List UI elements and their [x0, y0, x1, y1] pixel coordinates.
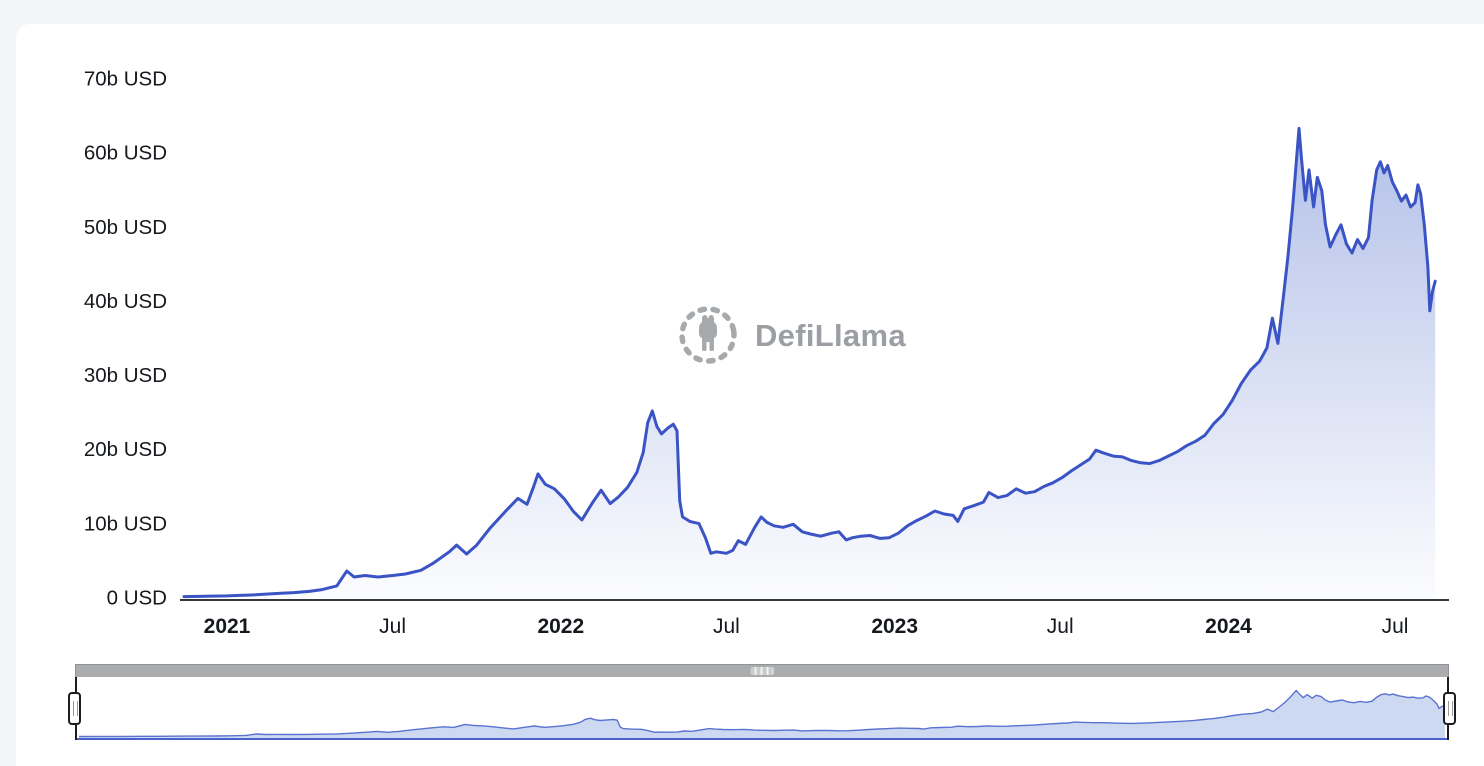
- y-tick-label: 40b USD: [84, 290, 167, 313]
- y-tick-label: 70b USD: [84, 68, 167, 91]
- navigator-mini-chart[interactable]: [76, 677, 1448, 738]
- y-tick-label: 50b USD: [84, 216, 167, 239]
- y-tick-label: 30b USD: [84, 364, 167, 387]
- x-tick-label: 2021: [204, 615, 251, 638]
- navigator-line: [78, 689, 1446, 738]
- tvl-area-chart[interactable]: 0 USD 10b USD 20b USD 30b USD 40b USD 50b USD…: [0, 0, 1484, 652]
- navigator-area-fill: [79, 690, 1445, 738]
- x-axis-labels: 2021 Jul 2022 Jul 2023 Jul 2024 Jul: [204, 615, 1409, 638]
- x-tick-label: Jul: [1382, 615, 1409, 638]
- y-tick-label: 20b USD: [84, 438, 167, 461]
- x-tick-label: 2023: [871, 615, 918, 638]
- x-tick-label: 2024: [1205, 615, 1252, 638]
- navigator-left-handle[interactable]: [68, 692, 81, 725]
- chart-line: [182, 126, 1437, 599]
- navigator-scrollbar-track[interactable]: [75, 664, 1449, 677]
- y-axis-labels: 0 USD 10b USD 20b USD 30b USD 40b USD 50b USD…: [84, 68, 167, 610]
- y-tick-label: 10b USD: [84, 512, 167, 535]
- x-tick-label: Jul: [713, 615, 740, 638]
- navigator-chart-area[interactable]: [75, 677, 1449, 740]
- chart-area-fill: [184, 128, 1436, 598]
- x-tick-label: 2022: [537, 615, 584, 638]
- navigator-scrollbar-grip[interactable]: [750, 667, 774, 675]
- y-tick-label: 0 USD: [107, 587, 167, 610]
- y-tick-label: 60b USD: [84, 142, 167, 165]
- x-tick-label: Jul: [379, 615, 406, 638]
- x-tick-label: Jul: [1047, 615, 1074, 638]
- navigator-right-handle[interactable]: [1443, 692, 1456, 725]
- chart-range-navigator[interactable]: [68, 664, 1456, 742]
